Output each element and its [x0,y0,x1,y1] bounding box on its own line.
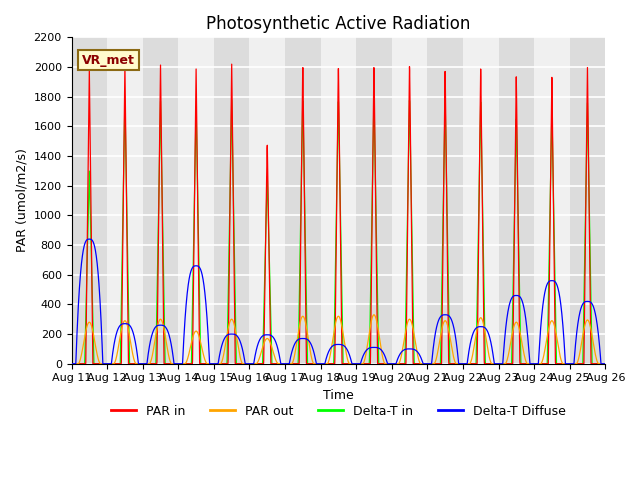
Bar [605,37,640,364]
Bar [179,37,214,364]
Title: Photosynthetic Active Radiation: Photosynthetic Active Radiation [206,15,470,33]
Bar [143,37,179,364]
Legend: PAR in, PAR out, Delta-T in, Delta-T Diffuse: PAR in, PAR out, Delta-T in, Delta-T Dif… [106,400,572,423]
Bar [285,37,321,364]
Bar [534,37,570,364]
Bar [428,37,463,364]
Bar [463,37,499,364]
Bar [250,37,285,364]
Bar [570,37,605,364]
Bar [214,37,250,364]
Bar [107,37,143,364]
Y-axis label: PAR (umol/m2/s): PAR (umol/m2/s) [15,149,28,252]
Bar [392,37,428,364]
Bar [72,37,107,364]
X-axis label: Time: Time [323,389,354,402]
Bar [321,37,356,364]
Bar [499,37,534,364]
Bar [356,37,392,364]
Text: VR_met: VR_met [82,54,135,67]
